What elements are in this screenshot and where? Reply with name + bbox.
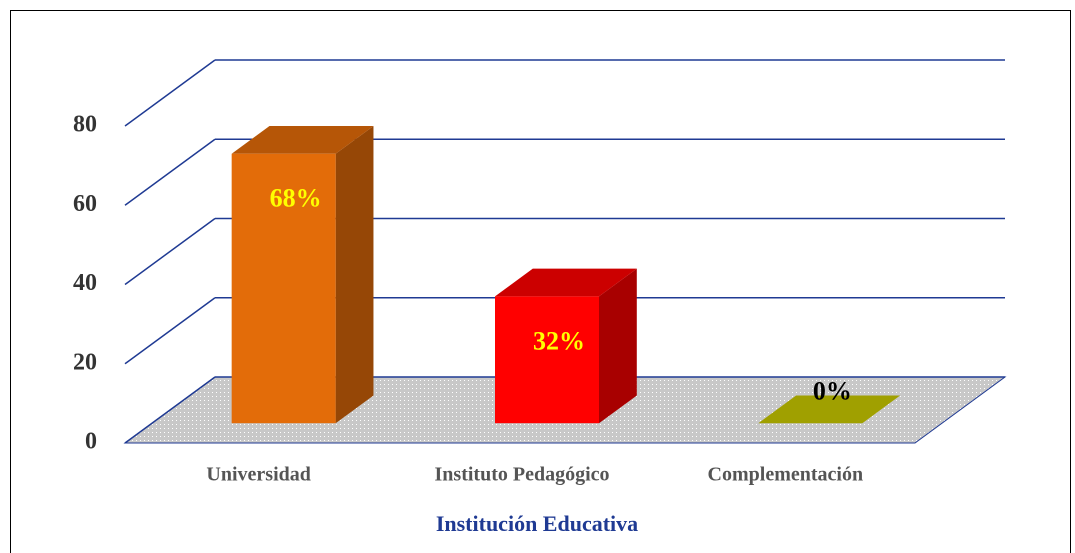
bar-side	[335, 126, 374, 424]
grid-line	[124, 138, 216, 206]
x-tick-label: Complementación	[708, 464, 864, 486]
bar-side	[599, 268, 637, 424]
grid-line	[124, 217, 216, 286]
y-tick-label: 40	[73, 270, 97, 296]
value-label: 68%	[270, 184, 322, 213]
bar-top	[231, 126, 374, 154]
grid-line	[124, 297, 216, 365]
grid-line	[124, 59, 216, 127]
x-tick-label: Instituto Pedagógico	[435, 464, 610, 486]
bar	[495, 296, 599, 424]
y-tick-label: 20	[73, 349, 97, 375]
y-tick-label: 80	[73, 112, 97, 138]
bar-top	[758, 395, 901, 424]
grid-line	[124, 376, 216, 444]
y-tick-label: 60	[73, 191, 97, 217]
bar-top	[495, 268, 637, 297]
value-label: 32%	[533, 326, 585, 355]
x-axis-title: Institución Educativa	[436, 511, 638, 536]
x-tick-label: Universidad	[206, 464, 310, 486]
value-label: 0%	[813, 376, 852, 405]
bar	[231, 153, 336, 424]
y-tick-label: 0	[85, 429, 97, 455]
